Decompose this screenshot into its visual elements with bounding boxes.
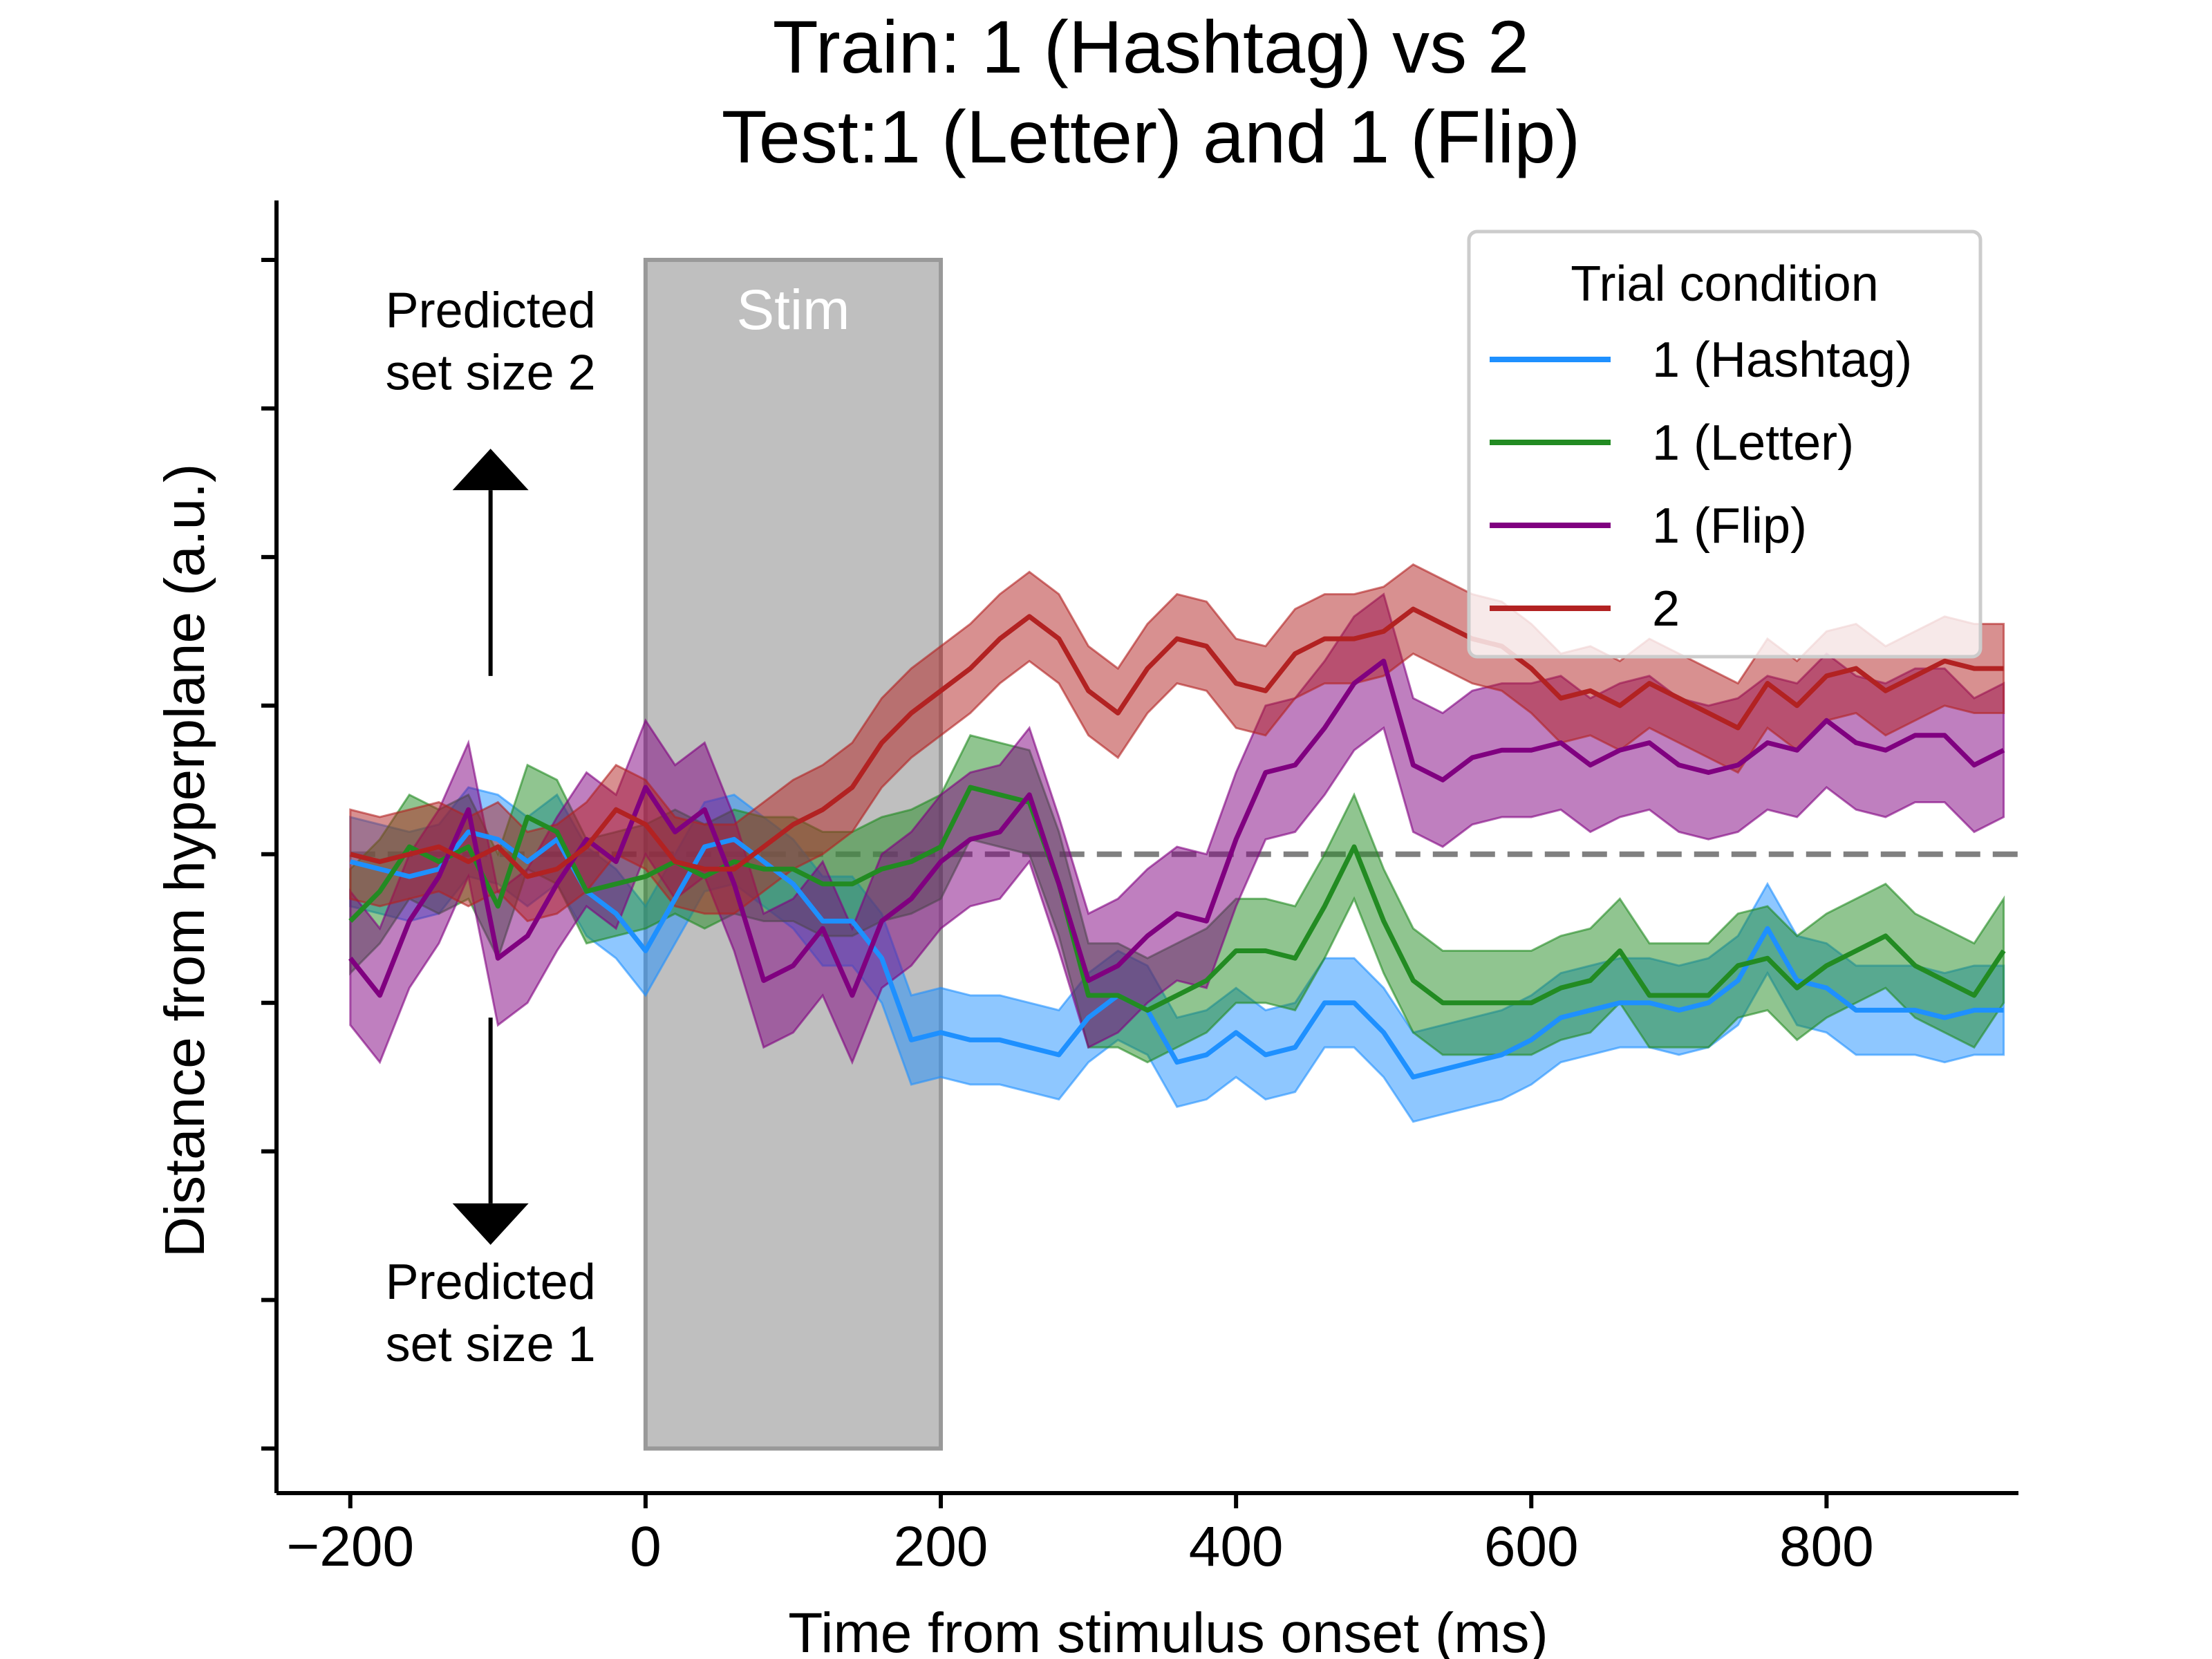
legend-label: 1 (Flip) — [1652, 498, 1807, 554]
legend-title: Trial condition — [1571, 256, 1879, 312]
legend-box — [1467, 229, 1983, 659]
legend: Trial condition 1 (Hashtag)1 (Letter)1 (… — [1467, 229, 1983, 659]
legend-label: 1 (Letter) — [1652, 415, 1854, 471]
annotation-set-size-1-line-1: Predicted — [386, 1255, 596, 1310]
stim-label: Stim — [736, 279, 850, 341]
axes: −200 0 200 400 600 800 Time from stimulus ons… — [153, 200, 2018, 1659]
arrow-up-icon — [452, 449, 529, 491]
x-axis-ticks: −200 0 200 400 600 800 — [286, 1493, 1874, 1578]
chart-title-line-2: Test:1 (Letter) and 1 (Flip) — [722, 95, 1580, 178]
line-series-1 — [348, 785, 2006, 1013]
legend-label: 1 (Hashtag) — [1652, 332, 1912, 388]
annotation-set-size-1-line-2: set size 1 — [386, 1317, 596, 1372]
line-series-2 — [348, 658, 2005, 998]
chart-title: Train: 1 (Hashtag) vs 2 Test:1 (Letter) … — [722, 5, 1580, 178]
legend-items: 1 (Hashtag) 1 (Letter) 1 (Flip) 2 — [1490, 332, 1912, 637]
annotation-set-size-2-line-1: Predicted — [386, 283, 596, 338]
line-series-0 — [349, 830, 2004, 1080]
prediction-annotations: Predicted set size 2 Predicted set size … — [386, 283, 596, 1372]
x-tick-label: −200 — [286, 1515, 414, 1578]
series-lines — [348, 606, 2006, 1080]
chart-title-line-1: Train: 1 (Hashtag) vs 2 — [773, 5, 1529, 88]
x-axis-label: Time from stimulus onset (ms) — [788, 1602, 1548, 1659]
arrow-down-icon — [452, 1203, 529, 1245]
y-axis-ticks — [261, 257, 276, 1451]
x-tick-label: 800 — [1779, 1515, 1874, 1578]
x-tick-label: 600 — [1484, 1515, 1579, 1578]
x-tick-label: 0 — [630, 1515, 662, 1578]
y-axis-label: Distance from hyperplane (a.u.) — [153, 464, 216, 1258]
annotation-set-size-2-line-2: set size 2 — [386, 345, 596, 400]
x-tick-label: 400 — [1189, 1515, 1284, 1578]
x-tick-label: 200 — [894, 1515, 988, 1578]
legend-label: 2 — [1652, 581, 1680, 637]
line-series-3 — [349, 606, 2004, 879]
